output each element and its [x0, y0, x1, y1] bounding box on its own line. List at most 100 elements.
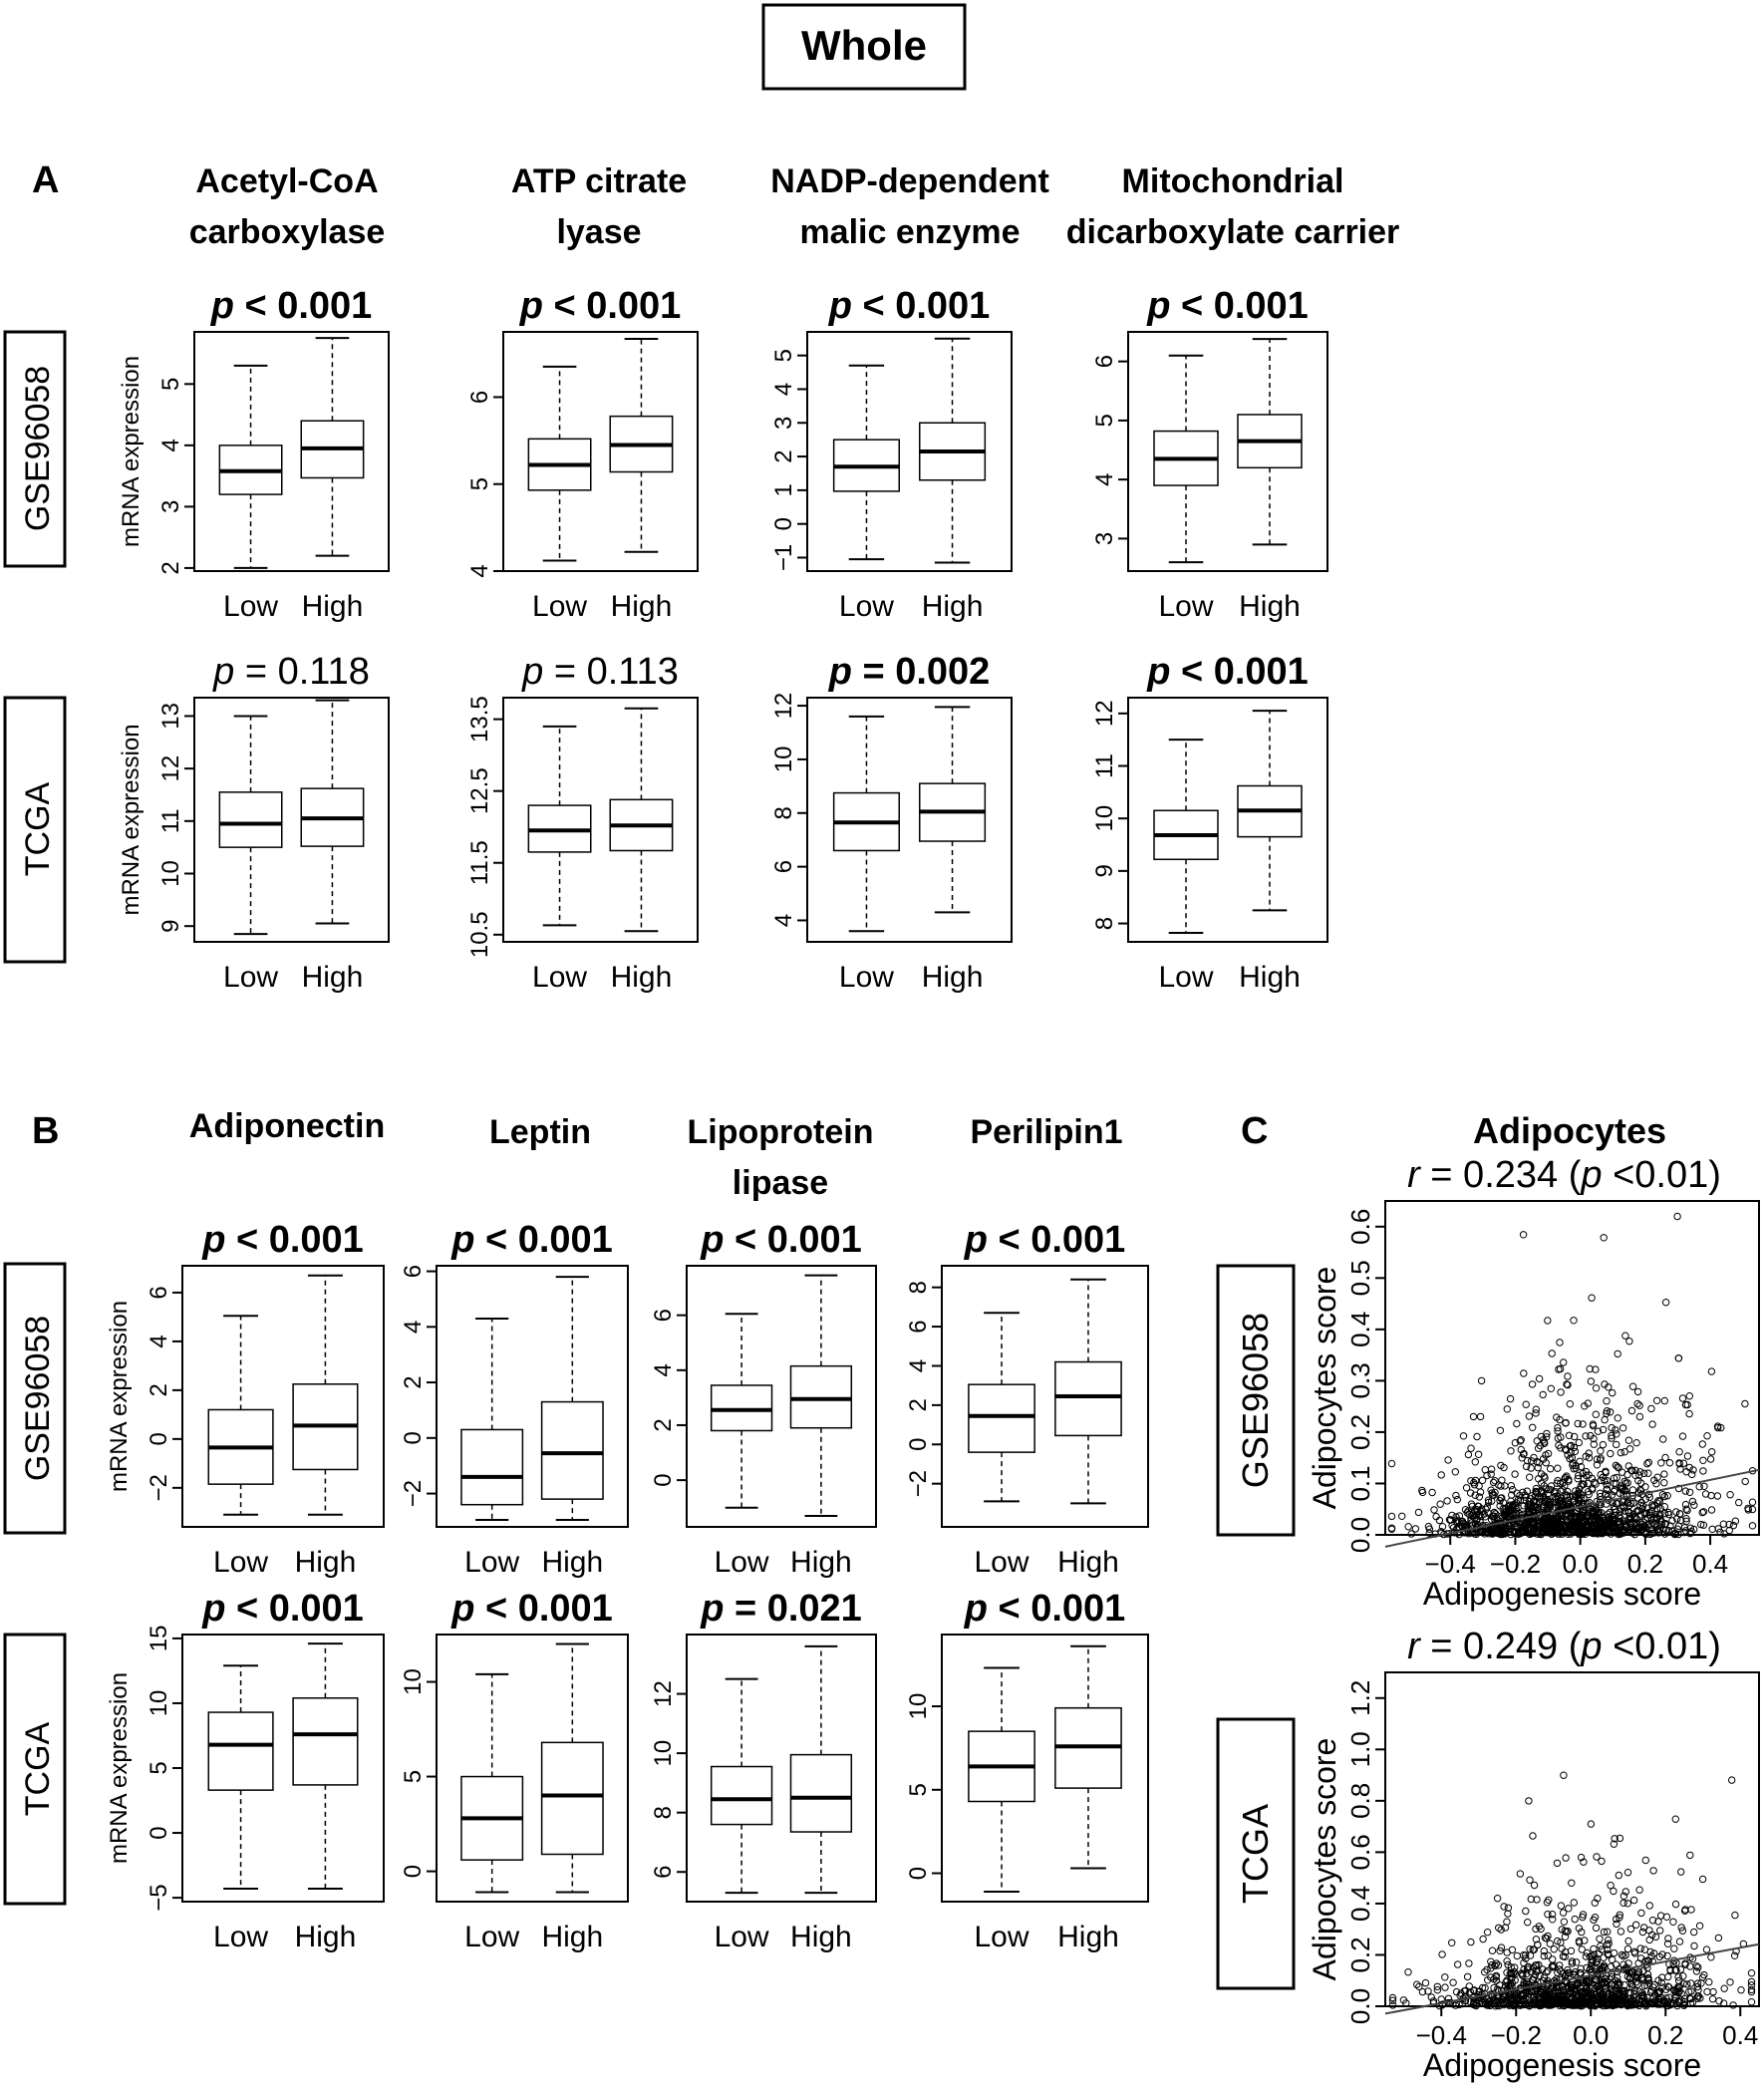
data-point: [1610, 1887, 1617, 1896]
data-point: [1522, 1400, 1530, 1408]
data-point: [1590, 1529, 1598, 1538]
data-point: [1461, 1992, 1469, 2001]
data-point: [1449, 1978, 1457, 1986]
y-tick-label: 10.5: [466, 911, 493, 958]
plot-frame: [1384, 1200, 1760, 1536]
boxplot-b-gse96058-perilipin1: p < 0.001 −2 0 2 4 6 8 Low High: [905, 1219, 1149, 1579]
data-point: [1729, 2001, 1737, 2009]
data-point: [1659, 1435, 1667, 1443]
data-point: [1604, 1928, 1612, 1936]
data-point: [1595, 1509, 1604, 1517]
data-point: [1644, 1469, 1652, 1477]
x-tick-label: 0.4: [1692, 1549, 1728, 1579]
data-point: [1652, 1513, 1660, 1521]
data-point: [1747, 1969, 1756, 1977]
box-high: [919, 337, 987, 564]
data-point: [1581, 1937, 1589, 1944]
data-point: [1640, 1527, 1649, 1535]
y-tick-label: 0.0: [1345, 1988, 1375, 2024]
data-point: [1563, 1472, 1571, 1480]
data-point: [1584, 1479, 1593, 1488]
data-point: [1657, 1521, 1666, 1529]
data-point: [1580, 1474, 1588, 1483]
data-point: [1616, 1979, 1623, 1988]
data-point: [1629, 1896, 1638, 1905]
data-point: [1574, 1528, 1583, 1536]
data-point: [1465, 1510, 1473, 1519]
row-label-c-tcga: TCGA: [1216, 1717, 1296, 1990]
data-point: [1728, 1776, 1736, 1784]
data-point: [1532, 1409, 1540, 1417]
data-point: [1692, 1962, 1701, 1970]
data-point: [1544, 1449, 1553, 1458]
data-point: [1608, 1972, 1616, 1981]
data-point: [1635, 1886, 1643, 1894]
data-point: [1731, 1911, 1739, 1920]
data-point: [1596, 1516, 1605, 1525]
data-point: [1474, 1507, 1482, 1516]
data-point: [1720, 1984, 1728, 1992]
data-point: [1625, 1445, 1634, 1453]
data-point: [1658, 1983, 1666, 1991]
data-point: [1646, 1530, 1654, 1539]
data-point: [1612, 1960, 1620, 1968]
data-point: [1616, 1911, 1624, 1920]
data-point: [1649, 1867, 1657, 1875]
data-point: [1571, 1915, 1579, 1924]
data-point: [1421, 1978, 1430, 1987]
data-point: [1685, 1488, 1694, 1497]
data-point: [1675, 1987, 1683, 1995]
y-tick-label: 11.5: [466, 840, 493, 885]
data-point: [1545, 1896, 1553, 1905]
data-point: [1623, 1944, 1632, 1953]
data-point: [1524, 1919, 1532, 1927]
x-category-label: High: [790, 1921, 852, 1953]
data-point: [1571, 1432, 1579, 1441]
data-point: [1685, 1392, 1694, 1400]
data-point: [1576, 1994, 1584, 2003]
data-point: [1589, 1420, 1598, 1428]
data-point: [1519, 1450, 1528, 1458]
y-tick-label: 4: [905, 1359, 932, 1372]
data-point: [1604, 1998, 1613, 2006]
data-point: [1555, 1522, 1564, 1531]
p-value-label: p < 0.001: [964, 1588, 1126, 1630]
data-point: [1504, 1960, 1512, 1969]
data-point: [1467, 1444, 1475, 1452]
data-point: [1645, 1902, 1654, 1910]
data-point: [1731, 1517, 1740, 1525]
y-tick-label: 0.2: [1345, 1937, 1375, 1972]
data-point: [1637, 1479, 1645, 1487]
column-title: Leptin: [489, 1113, 591, 1151]
y-tick-label: 4: [157, 439, 184, 451]
data-point: [1690, 1941, 1698, 1950]
data-point: [1643, 1981, 1651, 1989]
boxplot-a-tcga-atp-citrate-lyase: p = 0.113 10.5 11.5 12.5 13.5 Low High: [466, 651, 699, 994]
data-point: [1596, 1456, 1605, 1464]
data-point: [1481, 1983, 1489, 1992]
data-point: [1614, 1973, 1621, 1981]
regression-line: [1384, 1942, 1760, 2015]
data-point: [1594, 1895, 1602, 1903]
data-point: [1466, 1489, 1475, 1497]
data-point: [1597, 1529, 1606, 1537]
data-point: [1664, 1972, 1672, 1981]
data-point: [1582, 1432, 1590, 1440]
data-point: [1601, 1415, 1609, 1424]
data-point: [1707, 1953, 1715, 1961]
data-point: [1648, 1931, 1656, 1939]
data-point: [1592, 1480, 1600, 1488]
box-high: [609, 337, 674, 553]
data-point: [1459, 1432, 1468, 1440]
box-low: [527, 725, 592, 927]
data-point: [1533, 1498, 1541, 1506]
iqr-box: [292, 1696, 359, 1786]
data-point: [1715, 1997, 1723, 2005]
data-point: [1648, 1917, 1657, 1925]
data-point: [1526, 1876, 1534, 1885]
y-tick-label: 0: [400, 1431, 427, 1444]
y-tick-label: 6: [466, 391, 493, 404]
data-point: [1645, 1979, 1653, 1987]
data-point: [1556, 1415, 1564, 1424]
